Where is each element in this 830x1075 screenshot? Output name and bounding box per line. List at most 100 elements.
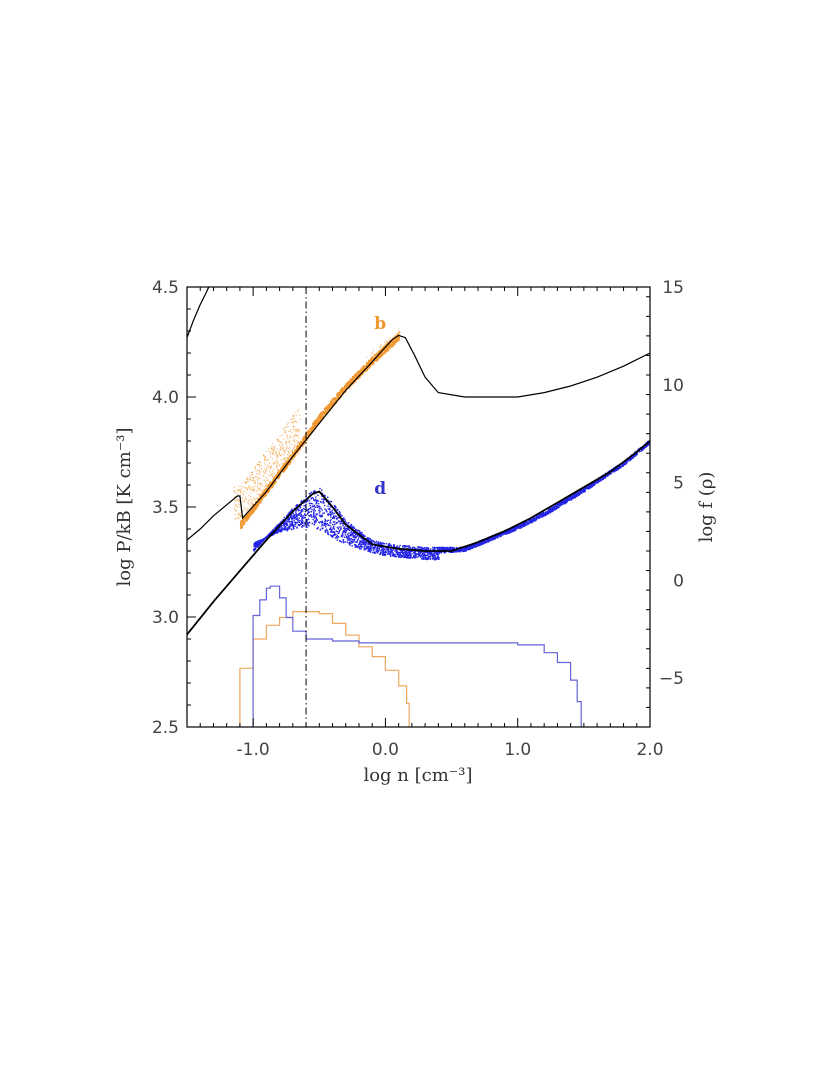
data-point-d xyxy=(338,526,340,528)
data-point-b xyxy=(275,452,277,454)
data-point-b xyxy=(288,441,290,444)
data-point-d xyxy=(622,462,625,465)
data-point-b xyxy=(258,470,260,472)
data-point-d xyxy=(333,517,335,519)
data-point-d xyxy=(334,521,336,523)
data-point-d xyxy=(317,503,320,505)
data-point-d xyxy=(402,551,404,553)
data-point-b xyxy=(363,368,365,370)
data-point-d xyxy=(284,521,286,523)
data-point-b xyxy=(366,356,368,358)
data-point-b xyxy=(388,338,390,340)
data-point-d xyxy=(349,524,352,527)
data-point-d xyxy=(632,456,635,458)
data-point-b xyxy=(250,492,252,494)
data-point-b xyxy=(279,446,282,448)
data-point-d xyxy=(558,506,560,508)
data-point-d xyxy=(277,524,279,527)
data-point-d xyxy=(366,537,368,540)
data-point-b xyxy=(395,340,397,342)
data-point-d xyxy=(514,529,517,532)
data-point-d xyxy=(529,521,531,523)
data-point-d xyxy=(348,529,350,531)
data-point-d xyxy=(309,515,311,517)
data-point-b xyxy=(242,490,245,492)
data-point-b xyxy=(292,454,294,456)
data-point-b xyxy=(330,402,333,404)
data-point-b xyxy=(235,505,237,507)
data-point-d xyxy=(256,543,258,545)
data-point-b xyxy=(299,418,301,420)
data-point-d xyxy=(451,547,454,549)
data-point-d xyxy=(399,556,402,558)
data-point-b xyxy=(244,498,247,500)
data-point-d xyxy=(457,550,459,552)
data-point-d xyxy=(405,554,407,556)
data-point-b xyxy=(249,509,252,512)
data-point-b xyxy=(295,420,297,422)
data-point-d xyxy=(381,548,383,551)
data-point-b xyxy=(258,469,260,472)
data-point-b xyxy=(252,488,254,490)
data-point-d xyxy=(393,545,396,547)
data-point-b xyxy=(322,415,324,417)
data-point-b xyxy=(273,477,275,479)
data-point-b xyxy=(303,436,305,438)
data-point-d xyxy=(522,524,524,527)
data-point-d xyxy=(295,505,297,507)
data-point-d xyxy=(296,508,298,511)
data-point-d xyxy=(321,493,324,495)
data-point-d xyxy=(280,526,282,528)
data-point-b xyxy=(269,451,271,453)
data-point-d xyxy=(353,544,356,546)
data-point-d xyxy=(399,544,401,547)
data-point-d xyxy=(316,519,318,521)
data-point-d xyxy=(298,521,300,523)
data-point-b xyxy=(272,453,274,455)
data-point-d xyxy=(552,508,555,511)
data-point-b xyxy=(294,451,297,453)
data-point-b xyxy=(237,489,239,491)
data-point-d xyxy=(278,526,281,528)
series-d-points xyxy=(253,439,650,561)
data-point-d xyxy=(416,553,419,556)
data-point-d xyxy=(258,542,260,544)
data-point-d xyxy=(576,491,578,493)
data-point-d xyxy=(603,477,605,479)
data-point-b xyxy=(265,469,267,472)
data-point-d xyxy=(323,494,325,496)
data-point-b xyxy=(270,486,273,489)
data-point-b xyxy=(246,489,248,491)
data-point-b xyxy=(283,451,285,453)
data-point-d xyxy=(424,557,426,559)
data-point-d xyxy=(354,546,356,548)
data-point-d xyxy=(275,531,277,533)
data-point-b xyxy=(270,473,272,476)
data-point-b xyxy=(238,514,240,516)
data-point-b xyxy=(278,450,280,452)
data-point-b xyxy=(250,504,252,507)
data-point-b xyxy=(276,463,278,465)
data-point-d xyxy=(362,538,365,540)
data-point-b xyxy=(378,346,380,348)
data-point-d xyxy=(376,546,378,549)
data-point-b xyxy=(387,348,389,350)
data-point-d xyxy=(426,554,429,556)
data-point-b xyxy=(398,330,400,332)
data-point-d xyxy=(293,528,295,530)
data-point-b xyxy=(286,461,288,464)
data-point-d xyxy=(347,537,349,540)
data-point-d xyxy=(560,501,562,504)
data-point-b xyxy=(350,380,352,382)
data-point-d xyxy=(343,531,346,533)
data-point-b xyxy=(341,390,343,392)
data-point-b xyxy=(250,488,252,490)
data-point-d xyxy=(414,551,416,553)
data-point-d xyxy=(434,558,437,561)
data-point-b xyxy=(239,514,241,516)
data-point-b xyxy=(288,456,291,458)
data-point-d xyxy=(330,514,332,516)
data-point-b xyxy=(362,366,364,368)
data-point-d xyxy=(319,487,321,490)
data-point-d xyxy=(320,521,322,523)
